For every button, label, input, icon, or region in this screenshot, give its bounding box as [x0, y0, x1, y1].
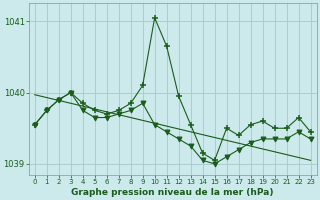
X-axis label: Graphe pression niveau de la mer (hPa): Graphe pression niveau de la mer (hPa): [71, 188, 274, 197]
